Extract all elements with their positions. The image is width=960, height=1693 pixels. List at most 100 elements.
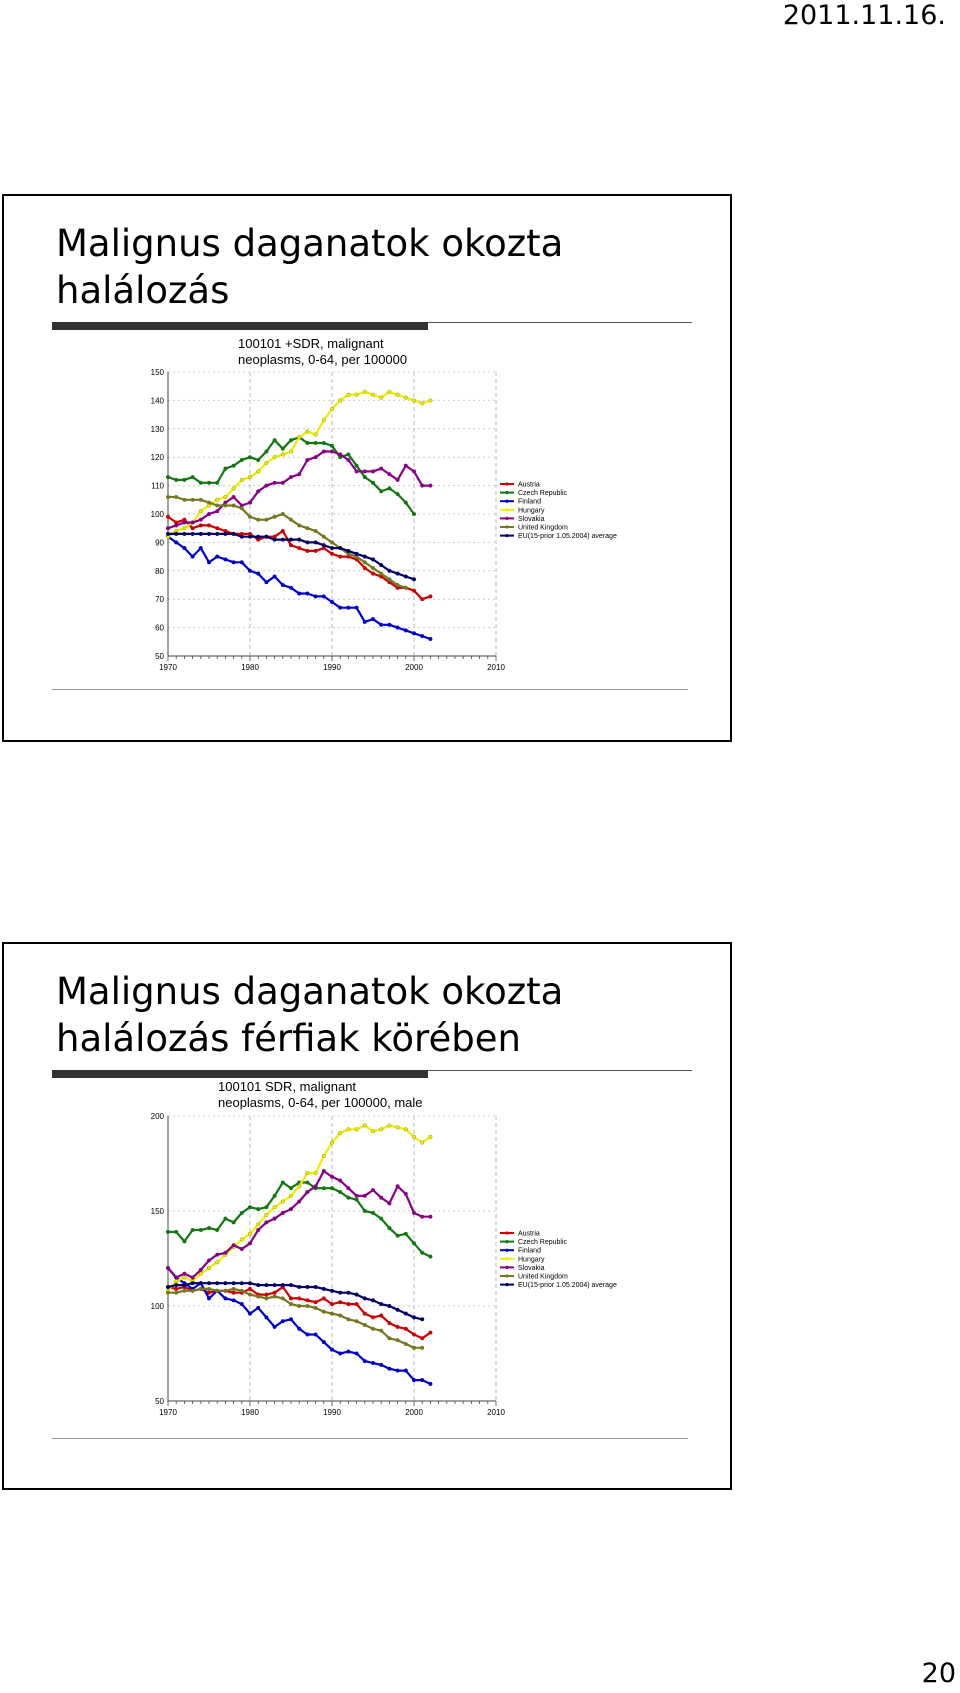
data-point xyxy=(272,1193,277,1198)
data-point xyxy=(403,628,408,633)
data-point xyxy=(346,1127,351,1132)
data-point xyxy=(174,1286,179,1291)
legend-label: Slovakia xyxy=(518,516,545,523)
y-tick-label: 60 xyxy=(155,624,164,633)
data-point xyxy=(370,392,376,397)
data-point xyxy=(379,466,384,471)
data-point xyxy=(182,1283,187,1288)
series-line xyxy=(167,1124,432,1292)
chart-title-line: 100101 +SDR, malignant xyxy=(238,336,384,351)
y-tick-label: 100 xyxy=(151,510,165,519)
data-point xyxy=(272,514,277,519)
y-tick-label: 140 xyxy=(151,396,165,405)
data-point xyxy=(256,489,261,494)
data-point xyxy=(272,1324,277,1329)
data-point xyxy=(346,1302,351,1307)
data-point xyxy=(387,1321,392,1326)
legend-label: Hungary xyxy=(518,1256,545,1263)
legend-marker xyxy=(505,1283,509,1287)
data-point xyxy=(206,531,212,536)
data-point xyxy=(387,1226,392,1231)
data-point xyxy=(338,1131,343,1136)
data-point xyxy=(403,574,408,579)
data-point xyxy=(272,1205,277,1210)
data-point xyxy=(174,1283,179,1288)
data-point xyxy=(174,1290,179,1295)
data-point xyxy=(395,582,400,588)
data-point xyxy=(305,457,310,463)
data-point xyxy=(256,517,261,522)
data-point xyxy=(354,463,359,468)
data-point xyxy=(190,554,195,559)
data-point xyxy=(379,571,384,576)
data-point xyxy=(379,489,384,494)
data-point xyxy=(206,500,212,505)
data-point xyxy=(165,1284,171,1290)
y-tick-label: 50 xyxy=(155,652,164,661)
data-point xyxy=(280,528,285,534)
data-point xyxy=(264,580,269,585)
data-point xyxy=(272,574,277,579)
data-point xyxy=(370,469,376,474)
data-point xyxy=(329,1140,335,1145)
data-point xyxy=(247,1311,253,1316)
data-point xyxy=(395,492,400,497)
y-tick-label: 80 xyxy=(155,567,164,576)
data-point xyxy=(338,1290,343,1295)
legend-label: Slovakia xyxy=(518,1265,545,1272)
data-point xyxy=(370,1326,376,1331)
data-point xyxy=(272,480,277,485)
data-point xyxy=(395,571,400,576)
data-point xyxy=(206,1281,212,1286)
data-point xyxy=(387,389,392,394)
data-point xyxy=(411,1315,417,1320)
data-point xyxy=(272,1294,277,1299)
data-point xyxy=(329,599,335,605)
data-point xyxy=(239,1237,244,1242)
data-point xyxy=(215,497,220,502)
data-point xyxy=(305,548,310,553)
data-point xyxy=(395,1184,400,1189)
data-point xyxy=(190,531,195,536)
data-point xyxy=(411,577,417,582)
data-point xyxy=(411,398,417,403)
data-point xyxy=(288,1186,294,1191)
data-point xyxy=(190,1288,195,1293)
data-point xyxy=(313,432,318,437)
data-point xyxy=(395,1307,400,1312)
data-point xyxy=(403,463,408,468)
data-point xyxy=(395,1368,400,1373)
data-point xyxy=(256,457,261,463)
data-point xyxy=(280,1296,285,1301)
data-point xyxy=(370,565,376,571)
data-point xyxy=(239,1246,244,1252)
data-point xyxy=(362,475,367,480)
data-point xyxy=(354,1292,359,1297)
legend-marker xyxy=(505,534,509,538)
data-point xyxy=(362,469,367,474)
data-point xyxy=(223,1216,228,1221)
data-point xyxy=(190,526,195,531)
data-point xyxy=(313,1284,318,1290)
data-point xyxy=(338,398,343,403)
data-point xyxy=(223,503,228,508)
data-point xyxy=(403,1127,408,1132)
data-point xyxy=(165,475,171,480)
data-point xyxy=(354,1193,359,1198)
y-tick-label: 110 xyxy=(151,482,164,491)
data-point xyxy=(420,1345,425,1350)
data-point xyxy=(280,480,285,485)
data-point xyxy=(362,1322,367,1328)
data-point xyxy=(272,455,277,460)
data-point xyxy=(379,1362,384,1367)
chart-title-line: 100101 SDR, malignant xyxy=(218,1079,356,1094)
data-point xyxy=(313,455,318,460)
data-point xyxy=(411,631,417,636)
data-point xyxy=(379,622,384,627)
data-point xyxy=(354,605,359,610)
data-point xyxy=(239,1302,244,1307)
y-tick-label: 120 xyxy=(151,453,165,462)
data-point xyxy=(256,534,261,539)
legend-label: EU(15-prior 1.05.2004) average xyxy=(518,533,617,540)
